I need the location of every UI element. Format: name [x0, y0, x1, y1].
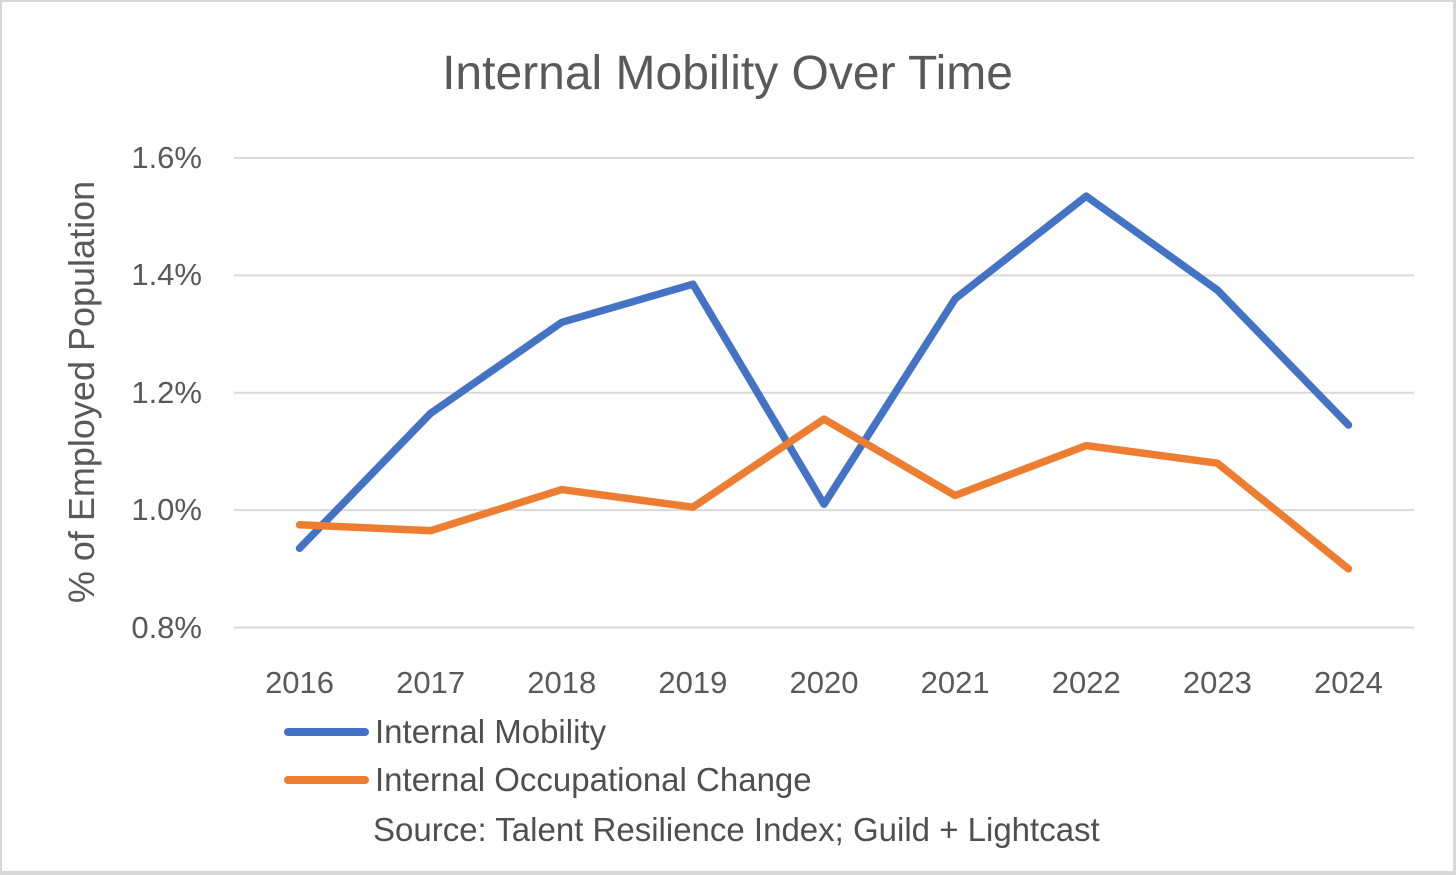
series-line-internal-mobility: [295, 192, 1353, 553]
legend-swatch-internal-occupational-change: [284, 776, 369, 784]
x-tick-label: 2020: [789, 665, 859, 700]
y-tick-label: 1.6%: [131, 140, 202, 175]
x-tick-label: 2024: [1313, 665, 1383, 700]
series-line-internal-occupational-change: [295, 415, 1353, 573]
x-tick-label: 2018: [527, 665, 597, 700]
x-tick-label: 2016: [265, 665, 335, 700]
chart-title: Internal Mobility Over Time: [442, 47, 1013, 100]
legend-label-internal-mobility: Internal Mobility: [375, 713, 607, 750]
legend-label-internal-occupational-change: Internal Occupational Change: [375, 761, 812, 798]
y-tick-label: 1.2%: [131, 374, 202, 410]
y-tick-label: 1.0%: [131, 492, 202, 528]
x-tick-label: 2023: [1182, 665, 1252, 700]
x-tick-label: 2019: [658, 665, 728, 700]
y-tick-label: 0.8%: [131, 609, 202, 645]
legend-swatch-internal-mobility: [284, 728, 369, 736]
x-tick-label: 2021: [920, 665, 990, 700]
x-tick-label: 2017: [396, 665, 466, 700]
y-tick-label: 1.4%: [131, 257, 202, 293]
source-note: Source: Talent Resilience Index; Guild +…: [373, 811, 1100, 848]
x-tick-label: 2022: [1051, 665, 1121, 700]
